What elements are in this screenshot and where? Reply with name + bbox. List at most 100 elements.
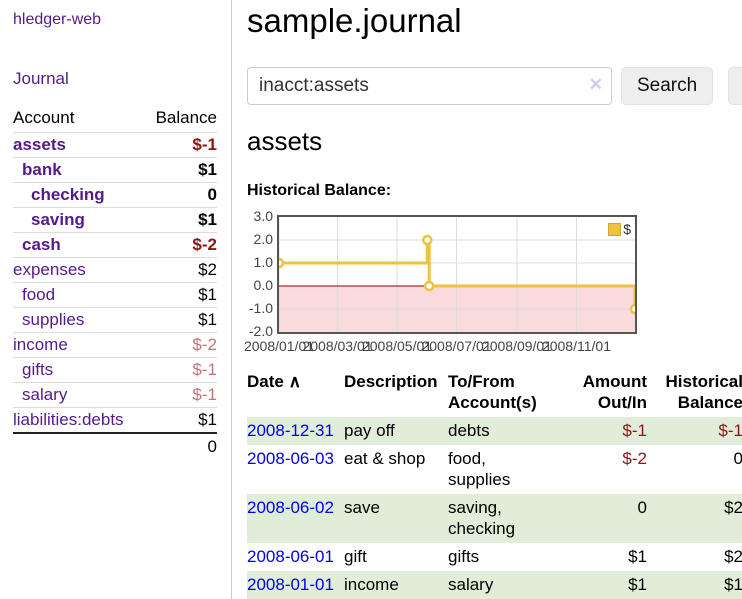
transaction-accounts: debts — [448, 421, 490, 440]
transaction-date-link[interactable]: 2008-06-02 — [247, 498, 334, 517]
transaction-balance: $-1 — [718, 421, 742, 440]
transaction-amount: $-1 — [622, 421, 647, 440]
register-table: Date ∧ Description To/From Account(s) Am… — [247, 369, 742, 599]
amount-column-header: Amount Out/In — [582, 372, 647, 412]
transaction-description: save — [344, 498, 380, 517]
account-link-gifts[interactable]: gifts — [22, 360, 54, 379]
account-link-bank[interactable]: bank — [22, 160, 62, 179]
chart-canvas — [279, 217, 635, 332]
account-link-saving[interactable]: saving — [31, 210, 85, 229]
account-balance: $1 — [144, 407, 217, 433]
transaction-amount: 0 — [637, 498, 647, 517]
account-row: salary $-1 — [13, 382, 217, 408]
account-link-liabilities-debts[interactable]: liabilities:debts — [13, 410, 124, 429]
search-button[interactable]: Search — [621, 67, 714, 105]
account-balance: $-1 — [144, 357, 217, 383]
x-axis-tick-label: 2008/07/01 — [421, 338, 492, 354]
transaction-description: pay off — [344, 421, 395, 440]
transaction-amount: $-2 — [622, 449, 647, 468]
transaction-date-link[interactable]: 2008-12-31 — [247, 421, 334, 440]
account-link-cash[interactable]: cash — [22, 235, 61, 254]
date-column-header[interactable]: Date ∧ — [247, 372, 302, 391]
register-row[interactable]: 2008-01-01 income salary $1 $1 — [247, 571, 742, 599]
register-row[interactable]: 2008-12-31 pay off debts $-1 $-1 — [247, 417, 742, 445]
account-column-header: Account — [13, 108, 75, 127]
account-balance: $-2 — [144, 332, 217, 358]
transaction-accounts: food, supplies — [448, 449, 511, 489]
account-link-salary[interactable]: salary — [22, 385, 68, 404]
x-axis-tick-label: 2008/01/01 — [243, 338, 315, 354]
brand-link[interactable]: hledger-web — [13, 11, 102, 28]
transaction-description: gift — [344, 547, 367, 566]
account-balance: $1 — [144, 282, 217, 308]
transaction-amount: $1 — [628, 575, 647, 594]
transaction-description: eat & shop — [344, 449, 426, 468]
transaction-balance: $2 — [724, 547, 742, 566]
plot-area: $ — [277, 215, 637, 334]
transaction-balance: $2 — [724, 498, 742, 517]
account-row: supplies $1 — [13, 307, 217, 333]
account-link-income[interactable]: income — [13, 335, 68, 354]
balance-column-header: Historical Balance — [665, 372, 742, 412]
clear-search-icon[interactable]: ✕ — [588, 75, 603, 94]
register-row[interactable]: 2008-06-02 save saving, checking 0 $2 — [247, 494, 742, 543]
account-row: gifts $-1 — [13, 357, 217, 383]
account-row: food $1 — [13, 282, 217, 308]
account-tree: Account Balance assets $-1 bank $1 check… — [13, 105, 217, 459]
sort-ascending-icon: ∧ — [288, 372, 302, 391]
account-row: cash $-2 — [13, 232, 217, 258]
y-axis-tick-label: 2.0 — [253, 231, 273, 247]
help-button[interactable]: ? — [728, 67, 742, 105]
search-input[interactable] — [247, 67, 612, 105]
account-row: checking 0 — [13, 182, 217, 208]
account-row: income $-2 — [13, 332, 217, 358]
account-balance: $1 — [144, 207, 217, 233]
transaction-date-link[interactable]: 2008-06-03 — [247, 449, 334, 468]
account-link-food[interactable]: food — [22, 285, 56, 304]
legend-swatch-icon — [608, 222, 622, 236]
balance-column-header: Balance — [155, 108, 217, 127]
account-balance: $1 — [144, 307, 217, 333]
transaction-amount: $1 — [628, 547, 647, 566]
x-axis-tick-label: 2008/11/01 — [541, 338, 611, 354]
sidebar-item-journal[interactable]: Journal — [13, 69, 69, 88]
account-link-supplies[interactable]: supplies — [22, 310, 85, 329]
transaction-accounts: saving, checking — [448, 498, 516, 538]
y-axis-tick-label: 0.0 — [253, 277, 273, 293]
register-row[interactable]: 2008-06-03 eat & shop food, supplies $-2… — [247, 445, 742, 494]
x-axis-tick-label: 2008/05/01 — [361, 338, 433, 354]
legend-label: $ — [623, 221, 631, 237]
account-balance: $2 — [144, 257, 217, 283]
transaction-description: income — [344, 575, 399, 594]
x-axis-tick-label: 2008/03/01 — [302, 338, 373, 354]
register-header-row: Date ∧ Description To/From Account(s) Am… — [247, 369, 742, 417]
account-row: saving $1 — [13, 207, 217, 233]
sidebar: hledger-web Journal Account Balance asse… — [0, 0, 232, 599]
chart-title: Historical Balance: — [247, 182, 392, 199]
page-title: sample.journal — [247, 2, 462, 39]
account-link-expenses[interactable]: expenses — [13, 260, 86, 279]
transaction-date-link[interactable]: 2008-06-01 — [247, 547, 334, 566]
account-link-assets[interactable]: assets — [13, 135, 66, 154]
transaction-date-link[interactable]: 2008-01-01 — [247, 575, 334, 594]
account-balance: 0 — [144, 182, 217, 208]
account-balance: $-1 — [144, 132, 217, 158]
accounts-column-header: To/From Account(s) — [448, 372, 537, 412]
account-balance: $-1 — [144, 382, 217, 408]
transaction-balance: 0 — [733, 449, 742, 468]
main-content: sample.journal ✕ Search ? assets Histori… — [232, 0, 742, 599]
transaction-accounts: salary — [448, 575, 494, 594]
account-link-checking[interactable]: checking — [31, 185, 105, 204]
accounts-total-row: 0 — [13, 432, 217, 459]
x-axis-tick-label: 2008/09/01 — [481, 338, 553, 354]
y-axis-tick-label: 1.0 — [253, 254, 273, 270]
register-row[interactable]: 2008-06-01 gift gifts $1 $2 — [247, 543, 742, 571]
account-row: assets $-1 — [13, 132, 217, 158]
y-axis-tick-label: 3.0 — [253, 208, 273, 224]
y-axis-tick-label: -1.0 — [248, 300, 273, 316]
transaction-accounts: gifts — [448, 547, 480, 566]
account-tree-header: Account Balance — [13, 105, 217, 133]
transaction-balance: $1 — [724, 575, 742, 594]
historical-balance-chart: 3.0 2.0 1.0 0.0 -1.0 -2.0 $ 2008/01/01 2008/03… — [243, 208, 742, 357]
